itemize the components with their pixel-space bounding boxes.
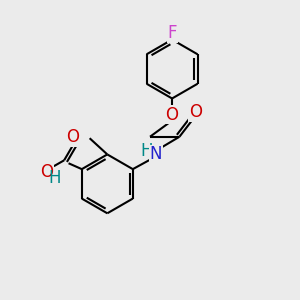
Text: O: O: [166, 106, 178, 124]
Text: H: H: [48, 169, 61, 187]
Text: O: O: [67, 128, 80, 146]
Text: O: O: [40, 163, 53, 181]
Text: O: O: [189, 103, 202, 121]
Text: H: H: [140, 142, 153, 160]
Text: F: F: [167, 24, 177, 42]
Text: N: N: [150, 146, 162, 164]
